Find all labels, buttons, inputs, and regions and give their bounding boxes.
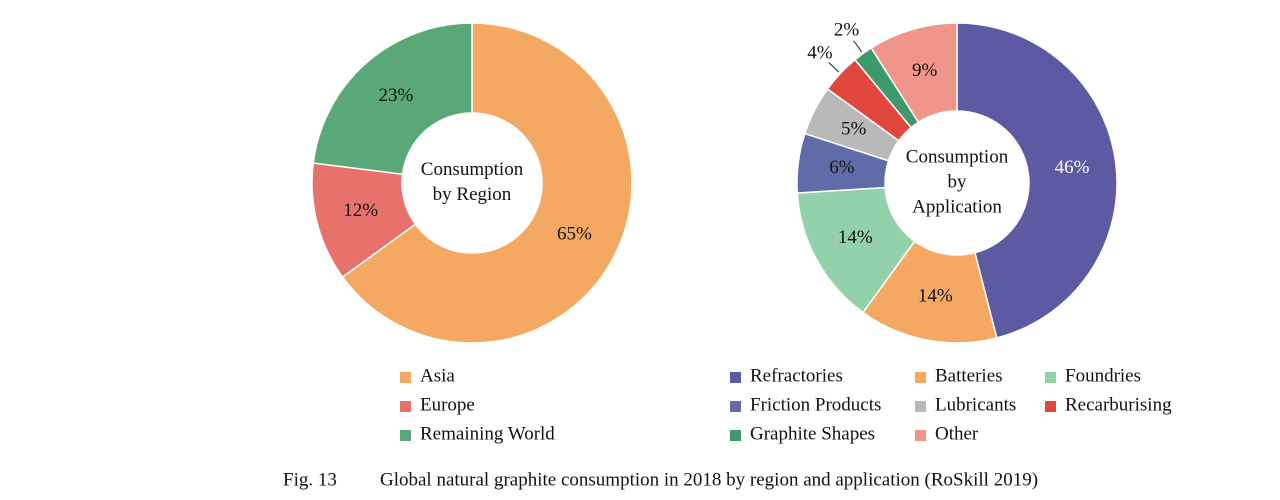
donut-slice (956, 22, 1118, 339)
legend-label: Remaining World (420, 423, 555, 444)
center-label: by Region (433, 184, 512, 205)
legend-label: Refractories (750, 365, 843, 386)
donut-slice (341, 22, 633, 344)
legend-label: Friction Products (750, 394, 881, 415)
legend-swatch (730, 430, 741, 441)
data-label: 12% (343, 200, 378, 221)
legend-label: Graphite Shapes (750, 423, 875, 444)
caption-label: Fig. 13 (283, 469, 337, 490)
data-label: 5% (841, 119, 867, 140)
data-label: 14% (838, 227, 873, 248)
legend-label: Recarburising (1065, 394, 1172, 415)
data-label: 9% (912, 60, 938, 81)
center-label: Consumption (906, 146, 1009, 167)
donut-slice (870, 22, 958, 124)
caption-text: Global natural graphite consumption in 2… (380, 469, 1038, 490)
leader-line (828, 62, 840, 73)
data-label: 6% (829, 157, 855, 178)
legend-label: Other (935, 423, 979, 444)
donut-slice (312, 22, 473, 176)
legend-swatch (915, 372, 926, 383)
legend-swatch (915, 430, 926, 441)
legend-label: Lubricants (935, 394, 1016, 415)
legend-swatch (400, 430, 411, 441)
legend-swatch (1045, 401, 1056, 412)
legend-swatch (730, 372, 741, 383)
legend-label: Asia (420, 365, 455, 386)
data-label: 14% (918, 285, 953, 306)
legend-swatch (730, 401, 741, 412)
legend-swatch (1045, 372, 1056, 383)
data-label: 4% (807, 43, 833, 64)
donut-slice (796, 186, 916, 314)
data-label: 2% (834, 19, 860, 40)
legend-swatch (400, 372, 411, 383)
legend-label: Europe (420, 394, 475, 415)
data-label: 46% (1055, 157, 1090, 178)
legend-swatch (400, 401, 411, 412)
data-label: 23% (379, 85, 414, 106)
center-label: Application (912, 196, 1002, 217)
leader-line (853, 40, 863, 53)
center-label: Consumption (421, 159, 524, 180)
center-label: by (948, 171, 968, 192)
data-label: 65% (557, 224, 592, 245)
legend-label: Batteries (935, 365, 1003, 386)
legend-label: Foundries (1065, 365, 1141, 386)
legend-swatch (915, 401, 926, 412)
